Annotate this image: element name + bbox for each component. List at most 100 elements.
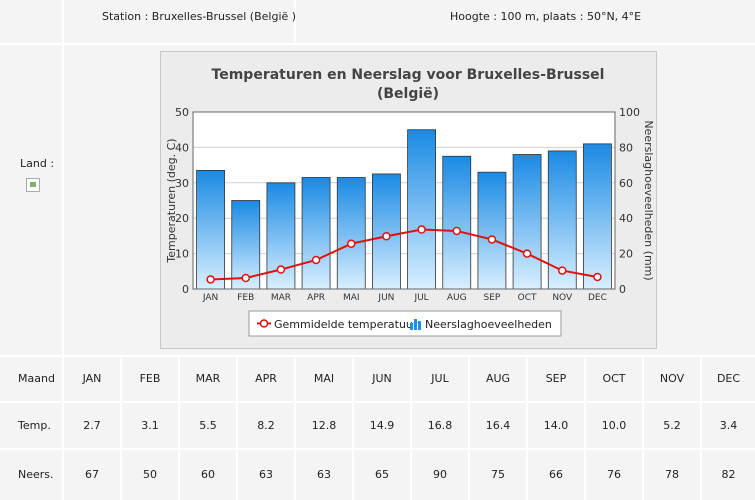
- x-tick-label-nov: NOV: [552, 293, 573, 303]
- left-tick-label: 30: [175, 177, 189, 190]
- left-tick-label: 40: [175, 141, 189, 154]
- table-cell-temp: 12.8: [296, 403, 352, 448]
- header-empty-cell: [0, 0, 62, 43]
- right-axis-label: Neerslaghoeveelheden (mm): [642, 120, 655, 280]
- value-temp-7: 16.4: [485, 418, 511, 432]
- table-cell-month: AUG: [470, 357, 526, 401]
- row-label-month: Maand: [18, 372, 55, 385]
- plot-border: [192, 111, 616, 290]
- plot-background: [193, 112, 615, 289]
- climate-chart: Temperaturen en Neerslag voor Bruxelles-…: [165, 67, 655, 337]
- chart-legend: Gemmidelde temperatuur Neerslaghoeveelhe…: [248, 310, 562, 337]
- table-cell-temp: 10.0: [586, 403, 642, 448]
- temp-point-jan: [206, 275, 215, 284]
- right-tick-label: 0: [619, 283, 626, 296]
- x-tick-label-jul: JUL: [413, 293, 428, 303]
- x-tick-label-feb: FEB: [237, 293, 254, 303]
- value-month-9: OCT: [602, 372, 626, 385]
- table-cell-precip: 63: [238, 450, 294, 500]
- table-cell-precip: 60: [180, 450, 236, 500]
- right-tick-label: 20: [619, 248, 633, 261]
- value-temp-9: 10.0: [601, 418, 627, 432]
- x-tick-label-jan: JAN: [202, 293, 218, 303]
- chart-title-line1: Temperaturen en Neerslag voor Bruxelles-…: [212, 67, 605, 83]
- legend-line-marker: [259, 319, 269, 328]
- temp-point-dec: [593, 272, 602, 282]
- value-precip-8: 66: [549, 468, 563, 481]
- value-month-4: MAI: [313, 372, 335, 385]
- bar-dec: [583, 143, 612, 290]
- table-cell-precip: 66: [528, 450, 584, 500]
- value-temp-11: 3.4: [719, 418, 738, 432]
- value-precip-10: 78: [665, 468, 679, 481]
- value-month-3: APR: [255, 372, 277, 385]
- table-cell-precip: 65: [354, 450, 410, 500]
- temp-point-jun: [382, 232, 391, 241]
- value-precip-11: 82: [721, 468, 736, 481]
- x-tick-label-sep: SEP: [484, 293, 501, 303]
- height-text: Hoogte : 100 m, plaats : 50°N, 4°E: [450, 10, 642, 23]
- flag-image: [26, 178, 40, 192]
- table-cell-precip: 78: [644, 450, 700, 500]
- table-cell-temp: 8.2: [238, 403, 294, 448]
- chart-row-left-pad: [64, 45, 158, 355]
- table-cell-precip: 50: [122, 450, 178, 500]
- row-label-precip: Neers.: [18, 468, 54, 481]
- temp-point-apr: [311, 255, 321, 265]
- value-precip-4: 63: [317, 468, 331, 481]
- table-cell-month: APR: [238, 357, 294, 401]
- legend-bar-icon: [410, 319, 421, 330]
- temp-point-mar: [276, 265, 286, 274]
- value-month-11: DEC: [716, 372, 741, 385]
- left-tick-label: 20: [175, 212, 189, 225]
- table-cell-month: JUL: [412, 357, 468, 401]
- right-tick-label: 60: [619, 177, 633, 190]
- temp-point-feb: [241, 273, 250, 283]
- row-header-month: Maand: [0, 357, 62, 401]
- bar-apr: [301, 177, 331, 290]
- value-temp-4: 12.8: [311, 418, 337, 432]
- table-cell-month: SEP: [528, 357, 584, 401]
- table-cell-precip: 75: [470, 450, 526, 500]
- left-axis-label: Temperaturen (deg. C): [165, 138, 178, 263]
- value-temp-8: 14.0: [543, 418, 569, 432]
- right-tick-label: 100: [619, 106, 640, 119]
- bar-jul: [407, 129, 436, 290]
- value-month-7: AUG: [485, 372, 511, 385]
- table-cell-temp: 2.7: [64, 403, 120, 448]
- table-cell-month: JUN: [354, 357, 410, 401]
- value-precip-0: 67: [85, 468, 99, 481]
- legend-temp-label: Gemmidelde temperatuur: [274, 318, 418, 331]
- row-label-temp: Temp.: [18, 418, 51, 432]
- land-cell: Land :: [0, 45, 62, 355]
- temp-point-mai: [347, 239, 356, 248]
- value-precip-5: 65: [375, 468, 389, 481]
- value-month-2: MAR: [195, 372, 221, 385]
- x-tick-label-oct: OCT: [518, 293, 537, 303]
- value-temp-2: 5.5: [199, 418, 217, 432]
- value-month-0: JAN: [82, 372, 102, 385]
- left-tick-label: 0: [182, 283, 189, 296]
- value-temp-6: 16.8: [427, 418, 453, 432]
- value-temp-5: 14.9: [369, 418, 395, 432]
- bar-sep: [477, 171, 507, 290]
- table-cell-month: DEC: [702, 357, 755, 401]
- value-month-10: NOV: [659, 372, 685, 385]
- x-tick-label-apr: APR: [307, 293, 325, 303]
- table-cell-temp: 3.4: [702, 403, 755, 448]
- row-header-precip: Neers.: [0, 450, 62, 500]
- height-cell: Hoogte : 100 m, plaats : 50°N, 4°E: [296, 0, 755, 43]
- table-cell-precip: 82: [702, 450, 755, 500]
- x-tick-label-jun: JUN: [377, 293, 394, 303]
- value-temp-10: 5.2: [663, 418, 681, 432]
- table-cell-temp: 14.9: [354, 403, 410, 448]
- table-cell-month: FEB: [122, 357, 178, 401]
- table-cell-precip: 63: [296, 450, 352, 500]
- value-precip-3: 63: [259, 468, 273, 481]
- table-cell-precip: 90: [412, 450, 468, 500]
- x-tick-label-mar: MAR: [271, 293, 291, 303]
- table-cell-precip: 76: [586, 450, 642, 500]
- value-precip-2: 60: [201, 468, 215, 481]
- temp-point-nov: [558, 266, 567, 275]
- chart-row-right-pad: [659, 45, 755, 355]
